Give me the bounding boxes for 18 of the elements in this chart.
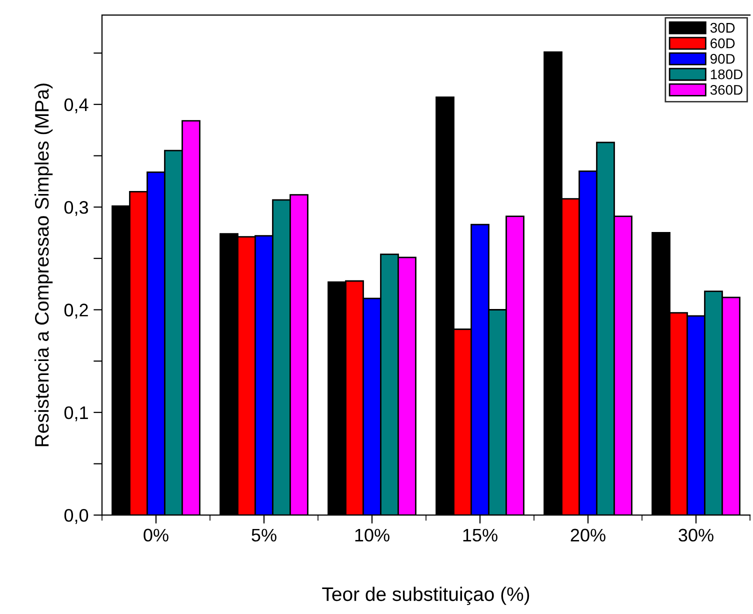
x-tick-label: 20% <box>570 528 606 542</box>
y-tick-label: 0,2 <box>64 304 88 319</box>
x-tick-label: 15% <box>463 528 498 542</box>
x-axis-title: Teor de substituiçao (%) <box>322 586 530 605</box>
y-tick-label: 0,3 <box>64 201 88 216</box>
legend-label: 30D <box>710 22 735 33</box>
x-tick-label: 0% <box>144 528 168 542</box>
legend-label: 90D <box>710 54 735 64</box>
y-tick-label: 0,1 <box>64 406 88 422</box>
x-tick-label: 5% <box>252 528 276 542</box>
y-tick-label: 0,0 <box>64 509 88 524</box>
y-axis-title: Resistencia a Compressao Simples (MPa) <box>34 84 53 446</box>
legend-label: 360D <box>710 84 742 95</box>
x-tick-label: 10% <box>355 528 390 542</box>
legend-label: 180D <box>710 69 742 80</box>
x-tick-label: 30% <box>678 528 714 542</box>
legend-label: 60D <box>710 38 735 48</box>
y-tick-label: 0,4 <box>64 98 88 114</box>
